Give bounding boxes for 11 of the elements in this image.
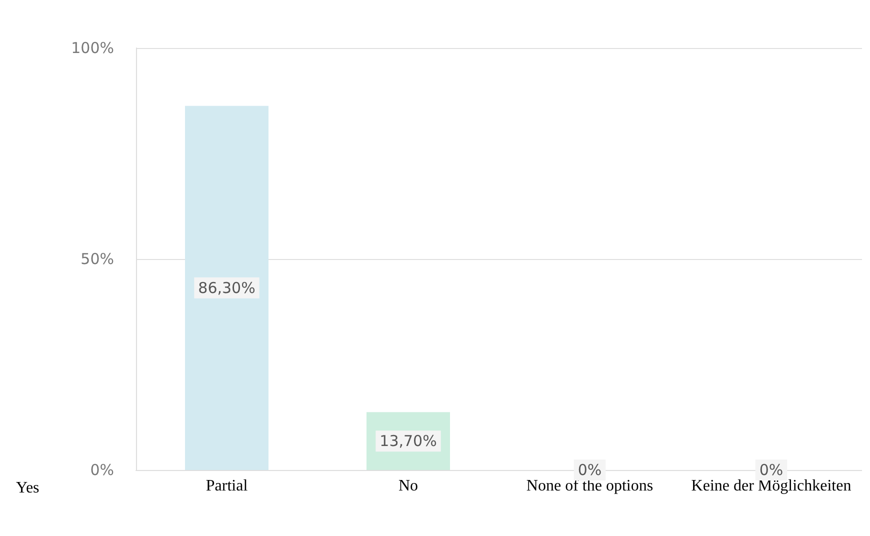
text: Yes <box>16 480 40 496</box>
data-label: 0% <box>578 461 602 479</box>
x-tick-label: No <box>398 478 418 494</box>
x-tick-label: Keine der Möglichkeiten <box>691 478 852 494</box>
data-label: 86,30% <box>198 278 256 297</box>
y-tick-label: 50% <box>80 250 114 268</box>
y-tick-label: 100% <box>71 39 114 57</box>
data-label: 0% <box>759 461 784 479</box>
y-tick-label: 0% <box>90 461 114 479</box>
x-tick-label: Partial <box>206 478 248 494</box>
data-label: 13,70% <box>380 432 437 450</box>
